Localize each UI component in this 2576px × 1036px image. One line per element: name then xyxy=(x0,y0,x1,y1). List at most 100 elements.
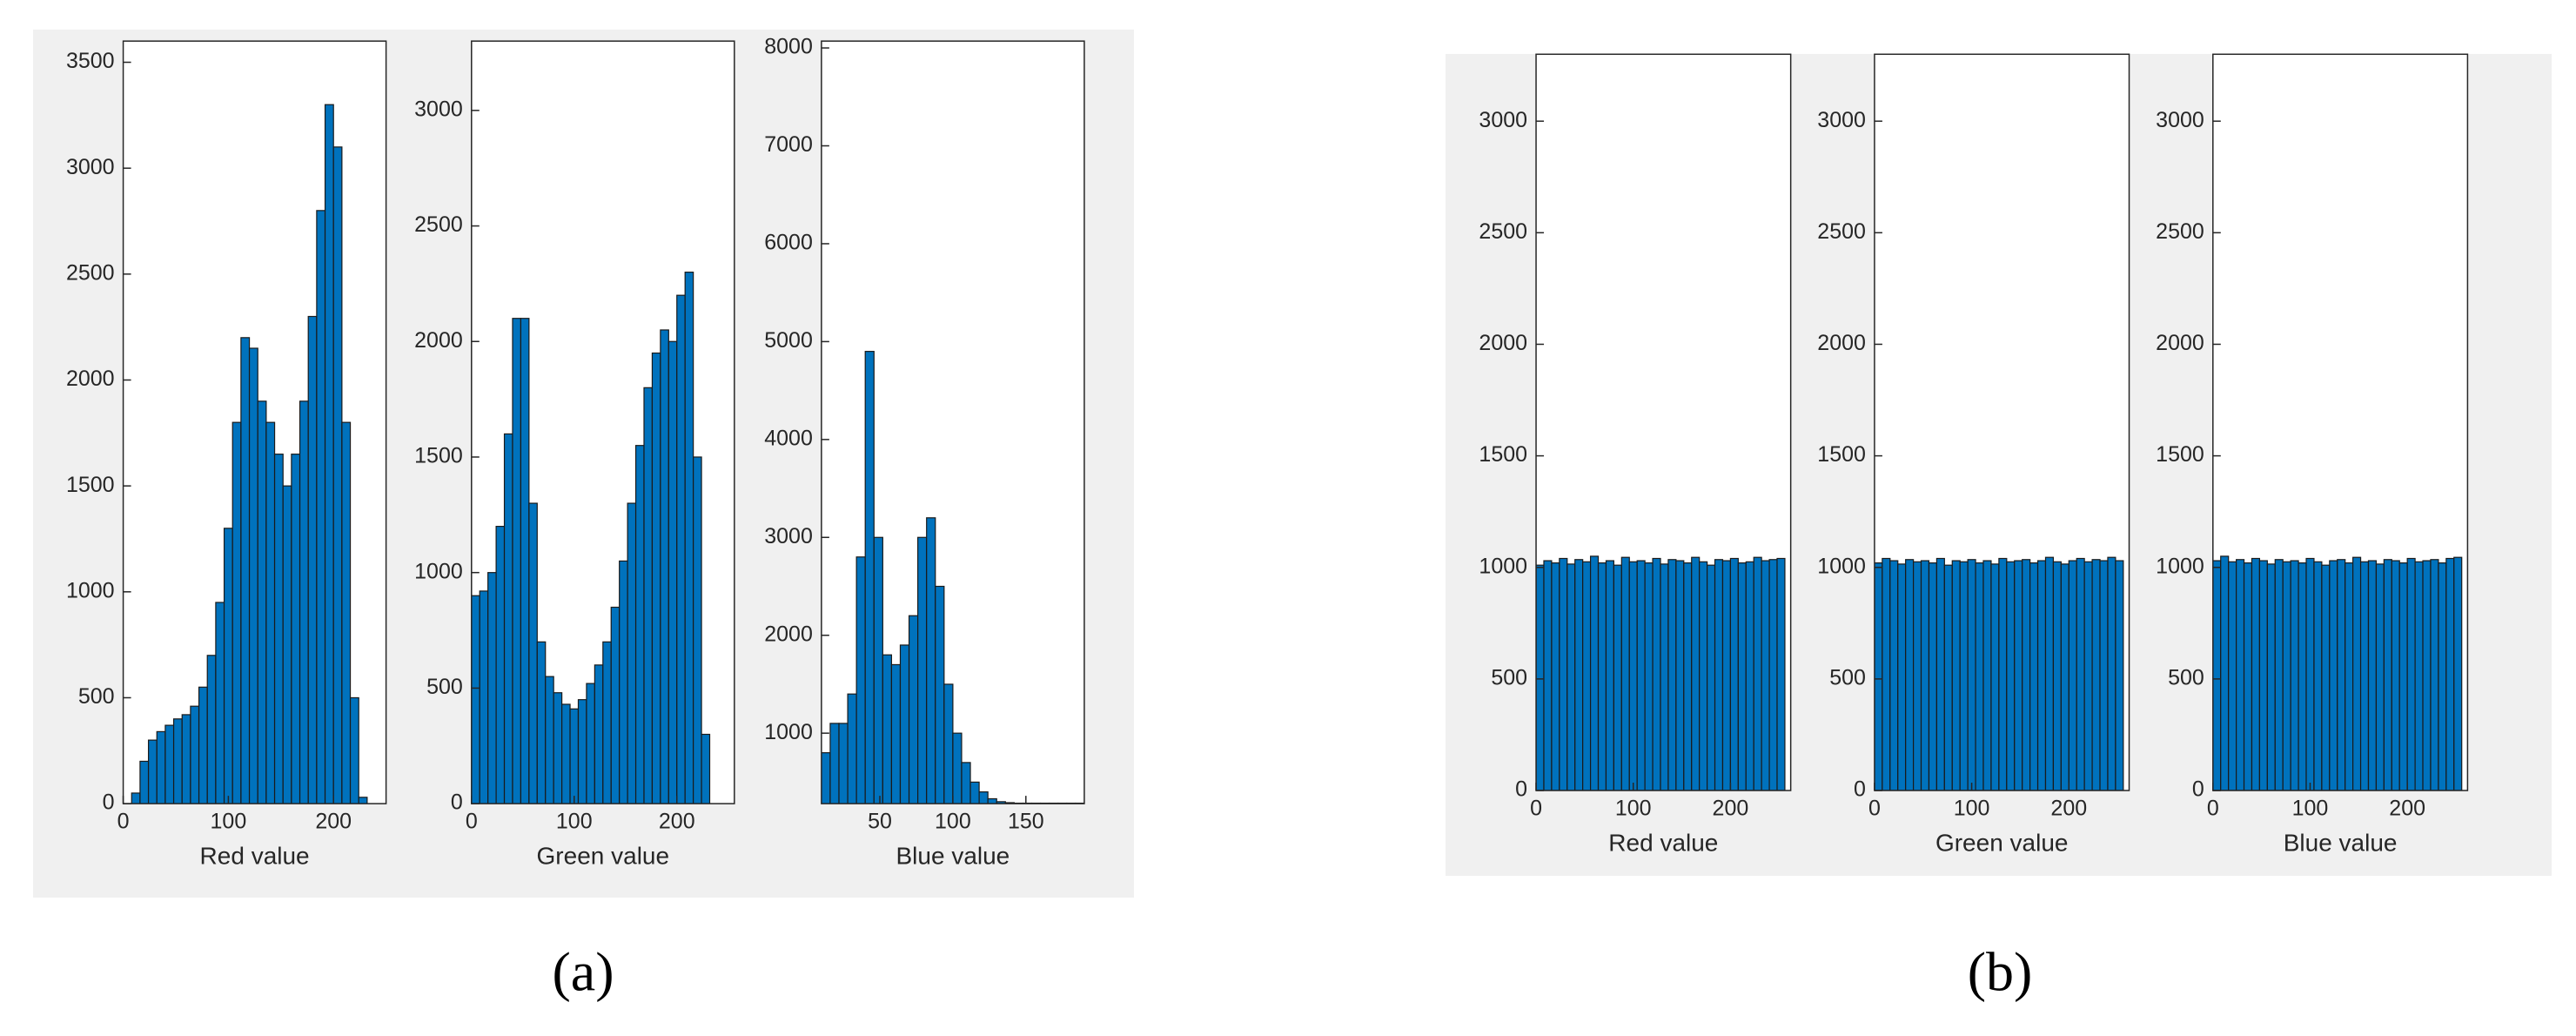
axes-box xyxy=(122,40,387,804)
bar xyxy=(1551,562,1560,791)
bar xyxy=(2391,560,2400,791)
bar xyxy=(1729,557,1739,791)
panel-label: (b) xyxy=(1968,941,2033,1003)
x-tick-label: 200 xyxy=(659,810,695,834)
bar xyxy=(2022,559,2031,791)
x-tick-label: 0 xyxy=(117,810,130,834)
y-tick-label: 1000 xyxy=(2156,554,2204,578)
bar xyxy=(1753,556,1762,791)
y-tick-label: 2000 xyxy=(2156,331,2204,355)
bar xyxy=(487,572,497,804)
bar xyxy=(1605,560,1614,791)
y-tick-label: 0 xyxy=(2192,777,2204,802)
bar xyxy=(2076,557,2085,791)
x-tick-label: 200 xyxy=(1713,797,1749,821)
x-tick-label: 200 xyxy=(315,810,352,834)
bar xyxy=(1636,560,1646,791)
x-axis-label: Red value xyxy=(200,843,310,870)
bar xyxy=(2091,559,2101,791)
bar xyxy=(2438,562,2447,791)
bar xyxy=(349,696,359,804)
bar xyxy=(2274,559,2284,791)
y-tick-label: 2500 xyxy=(66,260,115,285)
bar xyxy=(503,433,513,804)
bar xyxy=(156,730,166,804)
bar xyxy=(1920,560,1930,791)
bar xyxy=(969,781,980,804)
axes-box xyxy=(1535,53,1792,791)
bar xyxy=(231,421,242,804)
bar xyxy=(223,528,233,804)
bar xyxy=(131,792,141,804)
bar xyxy=(961,762,971,804)
bar xyxy=(2298,562,2307,791)
y-tick-label: 1000 xyxy=(1817,554,1866,578)
bar xyxy=(316,210,326,804)
bar xyxy=(1620,556,1630,791)
bar xyxy=(2258,560,2268,791)
bar xyxy=(1982,560,1992,791)
bar xyxy=(1613,564,1622,791)
bar xyxy=(634,445,645,804)
bar xyxy=(215,602,225,804)
x-tick-label: 0 xyxy=(1530,797,1542,821)
x-tick-label: 50 xyxy=(868,810,892,834)
bar xyxy=(855,556,866,804)
bar xyxy=(1574,559,1584,791)
bar xyxy=(1582,561,1592,791)
bar xyxy=(139,760,150,804)
axes-box xyxy=(471,40,735,804)
bar xyxy=(2352,556,2362,791)
bar xyxy=(1675,560,1685,791)
bar xyxy=(324,104,334,804)
bar xyxy=(602,641,612,804)
bar xyxy=(1559,557,1568,791)
y-tick-label: 3000 xyxy=(414,97,463,121)
bar xyxy=(917,536,928,804)
bar xyxy=(341,421,352,804)
bar xyxy=(1737,562,1747,791)
bar xyxy=(586,683,595,804)
y-tick-label: 0 xyxy=(1515,777,1527,802)
bar xyxy=(2052,561,2062,791)
bar xyxy=(1714,559,1724,791)
bar xyxy=(838,723,849,804)
y-tick-label: 2000 xyxy=(66,367,115,391)
y-tick-label: 3000 xyxy=(1817,108,1866,132)
bar xyxy=(2243,562,2253,791)
bar xyxy=(890,663,902,804)
bar xyxy=(1897,563,1907,791)
bar xyxy=(1943,564,1953,791)
bar xyxy=(2321,564,2331,791)
y-tick-label: 1500 xyxy=(1479,442,1527,467)
bar xyxy=(2290,560,2299,791)
bar xyxy=(2422,560,2432,791)
bar xyxy=(2236,559,2245,791)
bar xyxy=(2068,560,2077,791)
bar xyxy=(693,456,702,804)
bar xyxy=(2006,561,2016,791)
bar xyxy=(479,590,489,804)
y-tick-label: 1000 xyxy=(66,578,115,602)
y-tick-label: 2000 xyxy=(414,328,463,353)
bar xyxy=(1536,564,1545,791)
x-tick-label: 100 xyxy=(2292,797,2329,821)
y-tick-label: 0 xyxy=(451,790,463,815)
bar xyxy=(2115,560,2124,791)
bar xyxy=(2406,557,2416,791)
x-axis-label: Green value xyxy=(1935,829,2069,856)
bars xyxy=(1536,555,1786,791)
bar xyxy=(512,318,522,804)
x-axis-label: Green value xyxy=(537,843,670,870)
bar xyxy=(2251,557,2261,791)
x-tick-label: 0 xyxy=(1868,797,1881,821)
bar xyxy=(594,664,604,804)
bar xyxy=(577,699,587,804)
x-tick-label: 100 xyxy=(1615,797,1652,821)
bar xyxy=(1882,557,1891,791)
bar xyxy=(1683,562,1693,791)
bar xyxy=(2445,557,2455,791)
y-tick-label: 0 xyxy=(1854,777,1866,802)
bar xyxy=(908,615,919,804)
x-tick-label: 0 xyxy=(466,810,478,834)
